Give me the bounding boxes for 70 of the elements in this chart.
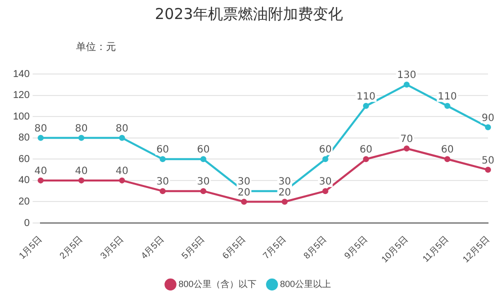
point <box>160 188 166 194</box>
data-label: 20 <box>238 187 250 198</box>
point <box>200 156 206 162</box>
point <box>241 198 248 205</box>
point <box>485 124 491 130</box>
x-tick-label: 2月5日 <box>58 234 85 261</box>
point <box>38 134 44 141</box>
point <box>160 156 166 162</box>
point <box>444 156 450 162</box>
text: 单位：元 <box>76 40 116 54</box>
x-tick-label: 6月5日 <box>220 234 248 261</box>
data-label: 130 <box>397 70 416 82</box>
data-label: 60 <box>196 144 210 156</box>
x-tick-label: 3月5日 <box>98 234 126 261</box>
data-label: 90 <box>482 112 494 124</box>
x-tick-label: 1月5日 <box>16 234 44 261</box>
x-tick-label: 12月5日 <box>460 234 492 264</box>
point <box>200 188 206 194</box>
data-label: 110 <box>438 92 457 103</box>
point <box>282 198 288 205</box>
x-tick-label: 11月5日 <box>420 234 451 264</box>
data-label: 30 <box>278 176 292 188</box>
point <box>119 177 126 184</box>
x-tick-label: 4月5日 <box>138 234 166 261</box>
data-label: 80 <box>116 123 128 134</box>
data-label: 110 <box>356 92 376 103</box>
x-tick-label: 10月5日 <box>379 234 410 264</box>
point <box>363 156 370 162</box>
data-label: 80 <box>34 123 48 134</box>
x-tick-label: 8月5日 <box>302 234 329 261</box>
legend-label: 800公里以上 <box>280 278 332 289</box>
chart-title: 2023年机票燃油附加费变化 <box>154 4 344 23</box>
point <box>363 102 370 109</box>
x-tick-label: 9月5日 <box>342 234 370 261</box>
point <box>444 102 450 109</box>
y-tick-label: 80 <box>18 132 30 144</box>
point <box>119 134 126 141</box>
data-label: 40 <box>74 166 88 178</box>
point <box>78 134 84 141</box>
point <box>38 177 44 184</box>
y-tick-label: 60 <box>18 154 30 165</box>
data-label: 60 <box>156 144 170 156</box>
point <box>78 177 84 184</box>
data-label: 30 <box>238 176 250 188</box>
legend-label: 800公里（含）以下 <box>178 278 257 289</box>
data-label: 60 <box>360 144 372 156</box>
y-tick-label: 120 <box>12 90 30 102</box>
point <box>485 166 491 173</box>
data-label: 30 <box>318 176 332 188</box>
data-label: 30 <box>156 176 170 188</box>
point <box>404 82 410 88</box>
x-tick-label: 5月5日 <box>180 234 207 261</box>
point <box>322 156 328 162</box>
y-tick-label: 0 <box>24 218 30 229</box>
data-label: 20 <box>278 187 292 198</box>
point <box>404 146 410 152</box>
data-label: 80 <box>74 123 88 134</box>
data-label: 40 <box>116 166 128 178</box>
data-label: 40 <box>34 166 48 178</box>
data-label: 70 <box>400 134 414 146</box>
data-label: 60 <box>440 144 454 156</box>
point <box>322 188 328 194</box>
data-label: 60 <box>318 144 332 156</box>
data-label: 50 <box>482 155 494 166</box>
y-tick-label: 140 <box>12 68 30 80</box>
y-tick-label: 20 <box>18 196 30 208</box>
y-tick-label: 100 <box>12 111 30 122</box>
data-label: 30 <box>196 176 210 188</box>
x-tick-label: 7月5日 <box>260 234 288 261</box>
y-tick-label: 40 <box>18 175 30 186</box>
